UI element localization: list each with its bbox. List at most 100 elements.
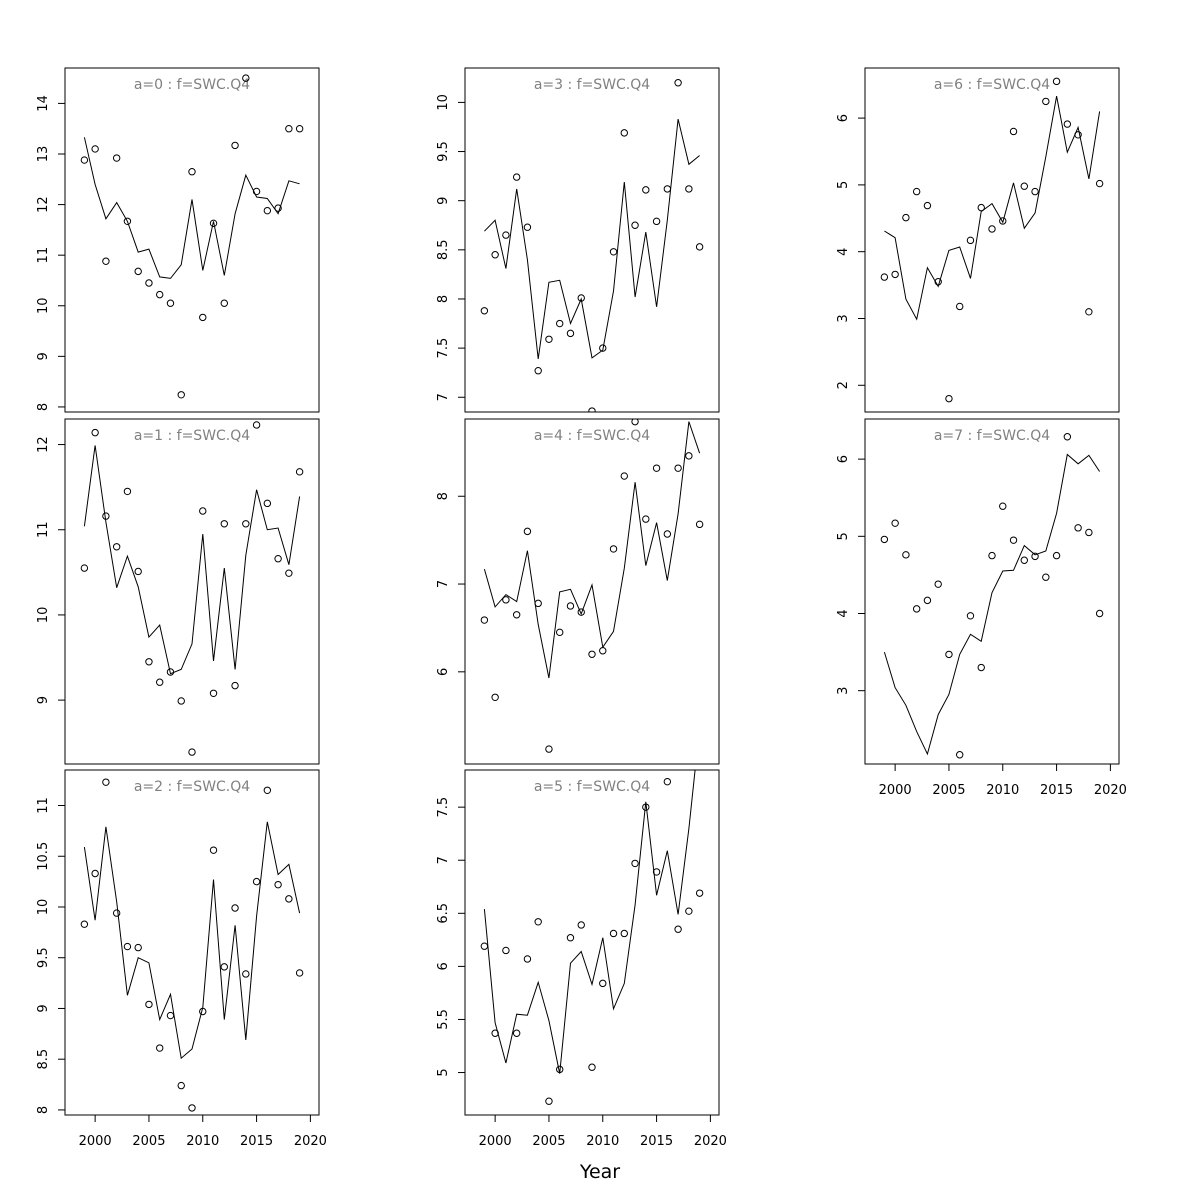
y-tick-label: 3 <box>836 687 851 695</box>
x-tick-label: 2005 <box>132 1134 165 1149</box>
observed-point <box>631 221 639 229</box>
observed-point <box>599 344 607 352</box>
x-tick-label: 2010 <box>986 783 1019 798</box>
observed-point <box>609 929 618 938</box>
observed-point <box>912 605 921 613</box>
y-tick-label: 9 <box>436 197 451 205</box>
observed-point <box>620 472 628 480</box>
observed-point <box>91 869 99 878</box>
observed-point <box>242 520 250 528</box>
observed-point <box>663 777 672 786</box>
observed-point <box>545 745 553 753</box>
x-tick-label: 2020 <box>294 1134 327 1149</box>
observed-point <box>480 942 489 950</box>
observed-point <box>295 125 304 133</box>
observed-point <box>80 920 89 928</box>
observed-point <box>1031 187 1039 196</box>
observed-point <box>588 1063 596 1071</box>
y-tick-label: 6 <box>836 455 851 463</box>
observed-point <box>631 859 639 868</box>
observed-point <box>1042 97 1050 106</box>
observed-point <box>480 616 489 624</box>
y-tick-label: 9 <box>36 1004 51 1012</box>
y-tick-label: 2 <box>836 381 851 389</box>
observed-point <box>220 299 228 307</box>
observed-point <box>252 421 261 429</box>
panel-title: a=7 : f=SWC.Q4 <box>934 428 1050 444</box>
y-tick-label: 8.5 <box>36 1049 51 1070</box>
observed-point <box>588 407 596 412</box>
observed-point <box>166 1011 175 1020</box>
observed-point <box>523 955 532 963</box>
observed-point <box>252 877 261 886</box>
observed-point <box>166 299 175 307</box>
observed-point <box>134 567 142 576</box>
y-tick-label: 9 <box>36 696 51 704</box>
observed-point <box>609 248 618 256</box>
observed-point <box>295 468 304 476</box>
panel-2: a=2 : f=SWC.Q4 8 8.5 9 9.5 10 10.5 11 2000 2005 20… <box>36 769 327 1149</box>
panel-data <box>80 421 304 756</box>
y-tick-label: 3 <box>836 314 851 322</box>
observed-point <box>988 225 996 233</box>
y-tick-label: 11 <box>36 247 51 264</box>
observed-point <box>145 658 153 666</box>
observed-point <box>566 602 575 610</box>
x-tick-label: 2020 <box>694 1134 727 1149</box>
observed-point <box>263 206 272 215</box>
observed-point <box>199 507 207 515</box>
observed-point <box>209 689 218 697</box>
y-tick-label: 5 <box>836 532 851 540</box>
observed-point <box>663 530 672 538</box>
y-tick-label: 9.5 <box>36 947 51 968</box>
observed-point <box>652 217 661 226</box>
observed-point <box>1042 573 1050 581</box>
observed-point <box>945 394 953 403</box>
observed-point <box>177 391 185 399</box>
panel-data <box>480 770 704 1105</box>
observed-point <box>209 846 218 854</box>
fitted-line <box>483 421 701 679</box>
observed-point <box>523 527 532 536</box>
observed-point <box>220 963 228 971</box>
observed-point <box>1052 77 1061 86</box>
observed-point <box>231 141 239 150</box>
observed-point <box>112 543 121 551</box>
observed-point <box>545 1097 553 1105</box>
observed-point <box>177 697 185 705</box>
y-tick-label: 8 <box>436 295 451 303</box>
observed-point <box>134 267 142 276</box>
panels-group: a=0 : f=SWC.Q4 8 9 10 11 12 13 14 a=1 : f=SWC.Q4… <box>36 67 1127 1149</box>
panel-title: a=2 : f=SWC.Q4 <box>134 779 250 795</box>
observed-point <box>295 969 304 977</box>
observed-point <box>1085 528 1093 537</box>
y-tick-label: 8 <box>436 492 451 500</box>
y-tick-label: 4 <box>836 248 851 256</box>
observed-point <box>599 647 607 655</box>
observed-point <box>242 970 250 978</box>
observed-point <box>91 145 99 153</box>
y-tick-label: 7 <box>436 393 451 401</box>
x-axis-label: Year <box>579 1161 620 1183</box>
observed-point <box>242 74 250 82</box>
observed-point <box>577 921 585 929</box>
y-tick-label: 9.5 <box>436 141 451 162</box>
observed-point <box>609 545 618 553</box>
panel-6: a=6 : f=SWC.Q4 2 3 4 5 6 <box>836 67 1120 413</box>
observed-point <box>502 231 510 239</box>
panel-frame <box>64 769 320 1116</box>
x-tick-label: 2000 <box>479 1134 512 1149</box>
panel-title: a=0 : f=SWC.Q4 <box>134 77 250 93</box>
observed-point <box>642 515 650 523</box>
observed-point <box>685 452 693 460</box>
observed-point <box>263 499 272 508</box>
y-tick-label: 7 <box>436 580 451 588</box>
observed-point <box>923 201 932 210</box>
observed-point <box>80 564 89 572</box>
panel-title: a=3 : f=SWC.Q4 <box>534 77 650 93</box>
observed-point <box>102 778 110 786</box>
observed-point <box>523 223 532 231</box>
observed-point <box>674 464 682 472</box>
fitted-line <box>83 821 301 1060</box>
